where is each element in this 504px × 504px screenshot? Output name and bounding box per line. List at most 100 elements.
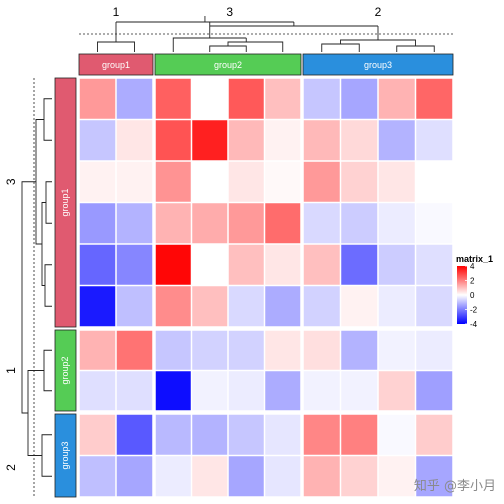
heatmap-cell (341, 203, 378, 244)
heatmap-cell (341, 330, 378, 370)
heatmap-cell (79, 286, 116, 327)
legend-tick-label: -4 (470, 320, 478, 329)
heatmap-cell (416, 286, 453, 327)
heatmap-cell (416, 456, 453, 497)
heatmap-cell (341, 120, 378, 161)
column-group-annotation: group1 group2 group3 (78, 53, 454, 76)
dendrogram-branch (41, 434, 52, 477)
heatmap-cell (79, 330, 116, 370)
heatmap-cell (228, 161, 264, 202)
column-group-label: group3 (364, 60, 392, 70)
heatmap-cell (341, 161, 378, 202)
heatmap-cell (155, 244, 191, 285)
heatmap-cell (265, 78, 301, 119)
dendrogram-branch (172, 37, 247, 52)
watermark: 知乎 @李小月 (413, 479, 496, 494)
heatmap-cell (378, 371, 415, 411)
heatmap-cell (303, 78, 340, 119)
dendrogram-branch (321, 43, 360, 52)
heatmap-cell (341, 414, 378, 455)
heatmap-cell (155, 161, 191, 202)
heatmap-cell (228, 286, 264, 327)
column-group-label: group1 (102, 60, 130, 70)
row-cluster-label: 3 (4, 178, 18, 185)
column-cluster-label: 1 (113, 5, 120, 19)
heatmap-cell (378, 456, 415, 497)
heatmap-cell (228, 456, 264, 497)
heatmap-cell (116, 244, 153, 285)
column-group-box (78, 53, 154, 76)
heatmap-cell (192, 244, 228, 285)
heatmap-cell (79, 203, 116, 244)
heatmap-cell (378, 414, 415, 455)
heatmap-cell (192, 330, 228, 370)
row-group-label: group2 (60, 356, 70, 384)
row-cluster-label: 2 (4, 464, 18, 471)
column-dendrogram: 1 3 2 (79, 5, 453, 52)
heatmap-cell (116, 371, 153, 411)
heatmap-cell (303, 203, 340, 244)
row-cluster-label: 1 (4, 367, 18, 374)
row-group-label: group3 (60, 441, 70, 469)
row-dendrogram: 3 1 2 (4, 78, 52, 497)
heatmap-cell (155, 120, 191, 161)
dendrogram-branch (43, 98, 52, 141)
column-group-box (154, 53, 302, 76)
heatmap-cell (79, 161, 116, 202)
heatmap-cell (378, 330, 415, 370)
dendrogram-branch (43, 349, 52, 392)
legend-tick-label: -2 (470, 306, 478, 315)
heatmap-cell (79, 244, 116, 285)
heatmap-cell (341, 371, 378, 411)
row-group-box (54, 413, 77, 498)
dendrogram-branch (209, 45, 247, 52)
heatmap-cell (79, 414, 116, 455)
column-group-label: group2 (214, 60, 242, 70)
heatmap-cell (116, 286, 153, 327)
heatmap-cell (155, 371, 191, 411)
heatmap-cell (378, 286, 415, 327)
heatmap-cell (192, 120, 228, 161)
heatmap-cell (228, 330, 264, 370)
legend-tick-label: 0 (470, 291, 475, 300)
heatmap-cell (192, 203, 228, 244)
dendrogram-branch (340, 39, 416, 46)
heatmap-cell (416, 330, 453, 370)
heatmap-cell (416, 414, 453, 455)
heatmap-cell (416, 244, 453, 285)
dendrogram-branch (97, 41, 135, 52)
row-group-box (54, 329, 77, 412)
heatmap-cell (265, 330, 301, 370)
heatmap-cell (228, 78, 264, 119)
column-group-box (302, 53, 454, 76)
heatmap-cell (378, 244, 415, 285)
legend-tick-label: 2 (470, 277, 475, 286)
heatmap-cell (228, 414, 264, 455)
heatmap-cell (265, 161, 301, 202)
heatmap-cell (416, 78, 453, 119)
heatmap-cell (265, 203, 301, 244)
dendrogram-branch (227, 41, 284, 52)
heatmap-cell (192, 456, 228, 497)
heatmap-cell (378, 120, 415, 161)
row-group-box (54, 77, 77, 328)
heatmap-cell (192, 286, 228, 327)
heatmap-cell (228, 371, 264, 411)
dendrogram-branch (21, 181, 36, 414)
heatmap-cell (265, 456, 301, 497)
heatmap-cell (378, 78, 415, 119)
heatmap-cell (416, 161, 453, 202)
heatmap-cell (303, 286, 340, 327)
heatmap-cell (265, 371, 301, 411)
heatmap-cell (116, 456, 153, 497)
heatmap-cell (341, 286, 378, 327)
heatmap-cell (116, 203, 153, 244)
heatmap-cell (228, 120, 264, 161)
column-cluster-label: 3 (226, 5, 233, 19)
row-group-annotation: group1 group2 group3 (54, 77, 77, 498)
heatmap-cell (79, 371, 116, 411)
heatmap-cell (192, 78, 228, 119)
heatmap-cell (155, 414, 191, 455)
heatmap-cell (378, 203, 415, 244)
